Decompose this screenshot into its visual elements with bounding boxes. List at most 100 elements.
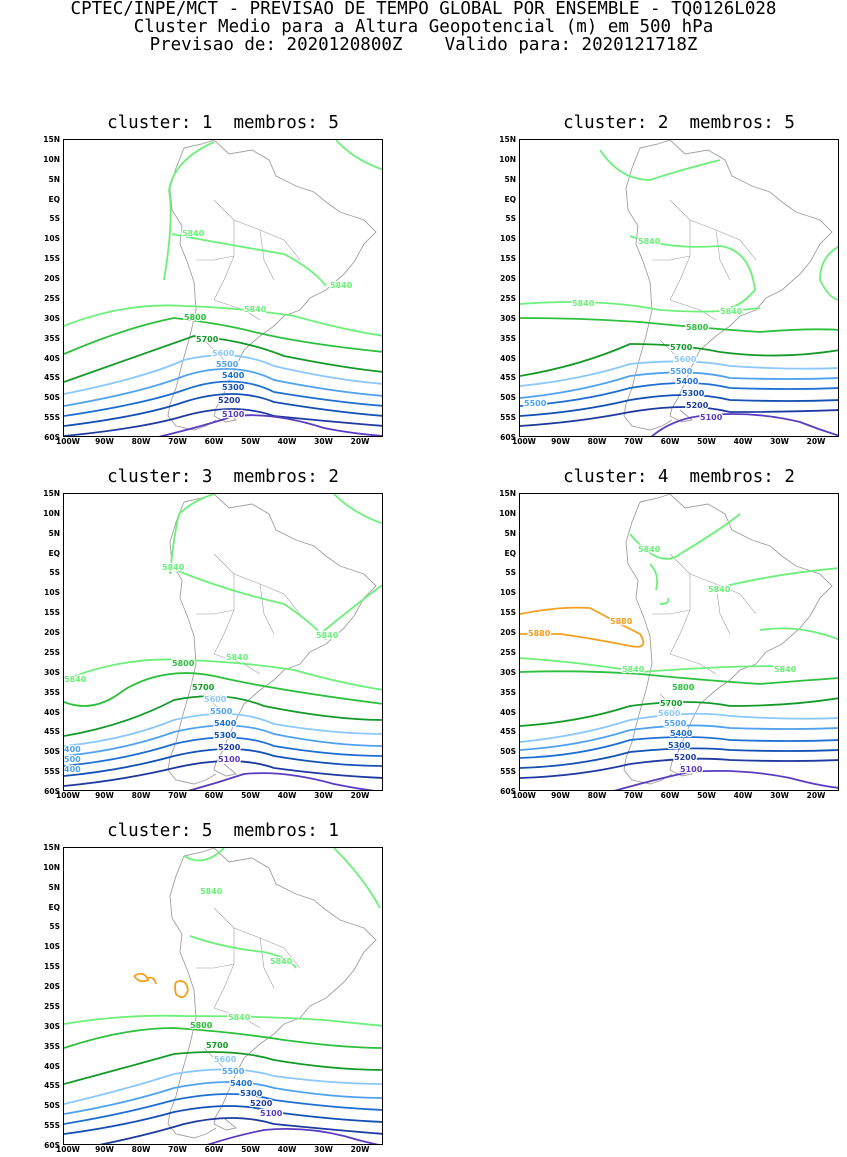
contour-5840 <box>64 658 382 691</box>
contour-5300 <box>64 393 382 427</box>
lat-tick-label: 5N <box>48 882 61 892</box>
contour-map: 5880 5880 5840 5840 5840 5840 5800 570056005500… <box>520 494 838 790</box>
lat-tick-label: 10N <box>499 508 516 518</box>
contour-label: 5100 <box>260 1109 283 1118</box>
contour-5400 <box>520 736 838 759</box>
lat-tick-label: EQ <box>48 902 61 912</box>
contour-5840 <box>169 494 215 575</box>
panel-title: cluster: 5 membros: 1 <box>107 821 339 841</box>
contour-label: 5700 <box>192 683 215 692</box>
lat-tick-label: 35S <box>500 333 516 343</box>
lat-tick-label: 30S <box>44 313 60 323</box>
lat-tick-label: 55S <box>44 1121 60 1131</box>
lon-tick-label: 80W <box>587 791 607 800</box>
country-borders <box>652 553 757 715</box>
coastline <box>623 140 833 431</box>
contour-label: 5200 <box>218 396 241 405</box>
lat-tick-label: 20S <box>500 628 516 638</box>
lat-tick-label: 5S <box>505 214 516 224</box>
contour-5800 <box>64 317 382 355</box>
lat-tick-label: 40S <box>44 707 60 717</box>
lat-tick-label: 15S <box>500 254 516 264</box>
contour-5700 <box>64 335 382 383</box>
lat-tick-label: 35S <box>44 333 60 343</box>
lon-tick-label: 40W <box>733 791 753 800</box>
contour-5840 <box>649 563 670 605</box>
contour-label: 5840 <box>182 229 205 238</box>
contour-label: 5400 <box>676 377 699 386</box>
lat-tick-label: 60S <box>44 787 60 796</box>
lat-tick-label: 20S <box>44 628 60 638</box>
lat-tick-label: 30S <box>44 1021 60 1031</box>
panel-title: cluster: 2 membros: 5 <box>563 113 795 133</box>
lat-tick-label: 15S <box>44 962 60 972</box>
contour-5100 <box>207 1127 379 1144</box>
lat-tick-label: EQ <box>48 548 61 558</box>
contour-5840 <box>183 848 225 862</box>
contour-5600 <box>64 712 382 747</box>
lat-tick-label: 5N <box>504 528 517 538</box>
contour-label: 5500 <box>216 360 239 369</box>
contour-5840 <box>520 657 781 673</box>
contour-label: 500 <box>64 755 81 764</box>
contour-5500 <box>64 724 382 757</box>
lat-tick-label: 50S <box>44 747 60 757</box>
contour-label: 5840 <box>638 237 661 246</box>
contour-5840 <box>333 494 382 525</box>
contour-label: 5200 <box>218 743 241 752</box>
lon-tick-label: 40W <box>733 437 753 446</box>
lat-tick-label: 60S <box>44 1141 60 1150</box>
contour-label: 5800 <box>172 659 195 668</box>
contour-5500 <box>64 1081 382 1115</box>
lon-tick-label: 50W <box>697 791 716 800</box>
lat-tick-label: 5N <box>48 174 61 184</box>
contour-5840 <box>319 584 382 635</box>
contour-label: 5880 <box>610 617 633 626</box>
lat-tick-label: 60S <box>44 433 60 442</box>
contour-5800 <box>64 672 382 707</box>
contour-label: 5840 <box>638 545 661 554</box>
lat-tick-label: 5N <box>48 528 61 538</box>
contour-label: 5400 <box>222 371 245 380</box>
contour-5840 <box>64 1014 382 1027</box>
lat-tick-label: 20S <box>44 274 60 284</box>
contour-label: 5600 <box>658 709 681 718</box>
contour-5200 <box>64 408 382 436</box>
contour-5840 <box>175 569 327 641</box>
lat-tick-label: 30S <box>500 667 516 677</box>
lat-tick-label: EQ <box>504 548 517 558</box>
contour-5200 <box>99 1117 382 1144</box>
lat-tick-label: 55S <box>500 413 516 423</box>
lat-tick-label: 45S <box>44 1081 60 1091</box>
lat-tick-label: 15N <box>499 489 516 498</box>
contour-5840 <box>335 140 382 171</box>
contour-5200 <box>520 757 838 779</box>
lat-tick-label: 55S <box>500 767 516 777</box>
lon-tick-label: 80W <box>131 791 151 800</box>
contour-5840 <box>520 301 761 313</box>
contour-label: 5840 <box>572 299 595 308</box>
contour-5600 <box>520 712 838 743</box>
contour-5300 <box>520 394 838 417</box>
lat-tick-label: 45S <box>500 373 516 383</box>
contour-5100 <box>187 772 375 790</box>
lon-tick-label: 80W <box>587 437 607 446</box>
contour-5100 <box>158 414 382 436</box>
coastline <box>167 494 377 785</box>
lat-tick-label: 60S <box>500 787 516 796</box>
lon-tick-label: 60W <box>204 791 224 800</box>
contour-5840 <box>599 149 721 181</box>
lon-tick-label: 90W <box>95 1145 114 1154</box>
lat-tick-label: 15N <box>43 843 60 852</box>
lat-tick-label: 5S <box>49 568 60 578</box>
contour-map: 5840 5840 5840 5800 5700 5600 5500 5400 5300 5200… <box>64 140 382 436</box>
contour-label: 5300 <box>682 389 705 398</box>
lon-tick-label: 100W <box>56 437 80 446</box>
contour-label: 5200 <box>686 401 709 410</box>
contour-label: 5840 <box>200 887 223 896</box>
lon-tick-label: 80W <box>131 1145 151 1154</box>
coastline <box>167 140 377 431</box>
lon-tick-label: 60W <box>204 437 224 446</box>
lat-tick-label: 5S <box>505 568 516 578</box>
contour-label: 5840 <box>774 665 797 674</box>
